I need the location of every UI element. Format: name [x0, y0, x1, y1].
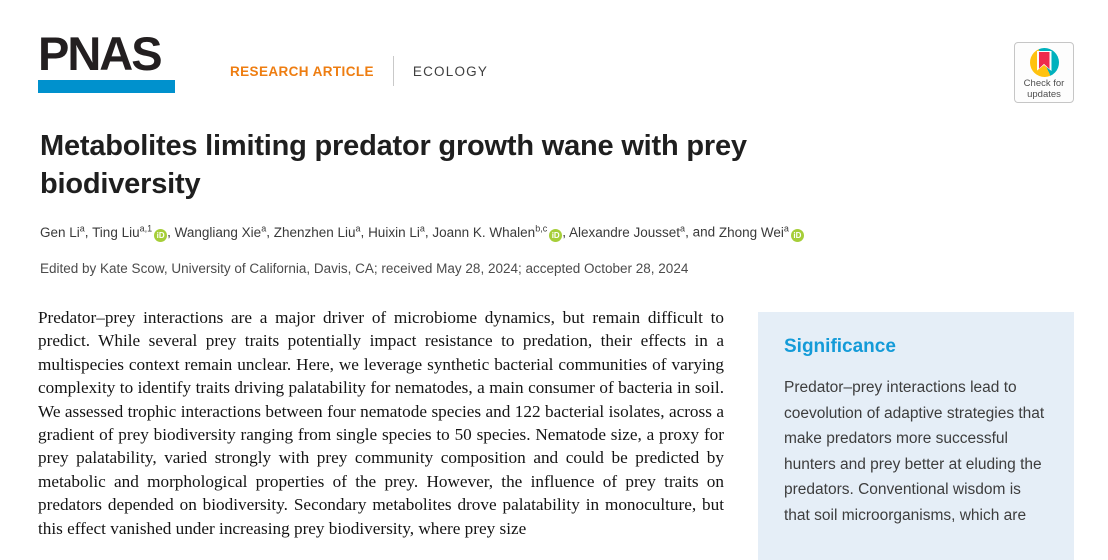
significance-text: Predator–prey interactions lead to coevo…: [784, 379, 1045, 524]
author-name: Joann K. Whalenb,ciD: [432, 223, 563, 242]
crossmark-bookmark: [1038, 52, 1050, 69]
kicker-divider: [392, 56, 394, 86]
pnas-logo-text: PNAS: [38, 27, 163, 80]
significance-box: Significance Predator–prey interactions …: [758, 312, 1074, 560]
section-ecology-link[interactable]: ECOLOGY: [412, 63, 489, 79]
edited-by-line: Edited by Kate Scow, University of Calif…: [40, 261, 689, 276]
orcid-icon[interactable]: iD: [549, 228, 563, 242]
check-for-updates-badge[interactable]: Check for updates: [1014, 42, 1074, 103]
article-title: Metabolites limiting predator growth wan…: [40, 130, 747, 200]
abstract-text: Predator–prey interactions are a major d…: [38, 308, 724, 538]
pnas-logo-underline: [38, 80, 175, 93]
author-name: Zhenzhen Liua: [273, 223, 361, 240]
check-badge-label: Check for updates: [1023, 78, 1065, 100]
research-article-link[interactable]: RESEARCH ARTICLE: [230, 63, 374, 79]
pnas-logo[interactable]: PNAS: [38, 30, 175, 93]
orcid-icon[interactable]: iD: [154, 228, 168, 242]
author-name: Huixin Lia: [368, 223, 425, 240]
author-list: Gen Lia, Ting Liua,1iD, Wangliang Xiea, …: [40, 218, 980, 243]
author-name: Alexandre Jousseta: [568, 223, 686, 240]
significance-heading: Significance: [784, 336, 896, 357]
author-name: Wangliang Xiea: [174, 223, 267, 240]
crossmark-icon: [1024, 43, 1064, 82]
author-name: Gen Lia: [40, 223, 85, 240]
author-name: Ting Liua,1iD: [92, 223, 168, 242]
orcid-icon[interactable]: iD: [790, 228, 804, 242]
article-kicker-row: RESEARCH ARTICLE ECOLOGY: [230, 56, 488, 86]
author-name: Zhong WeiaiD: [719, 223, 804, 242]
